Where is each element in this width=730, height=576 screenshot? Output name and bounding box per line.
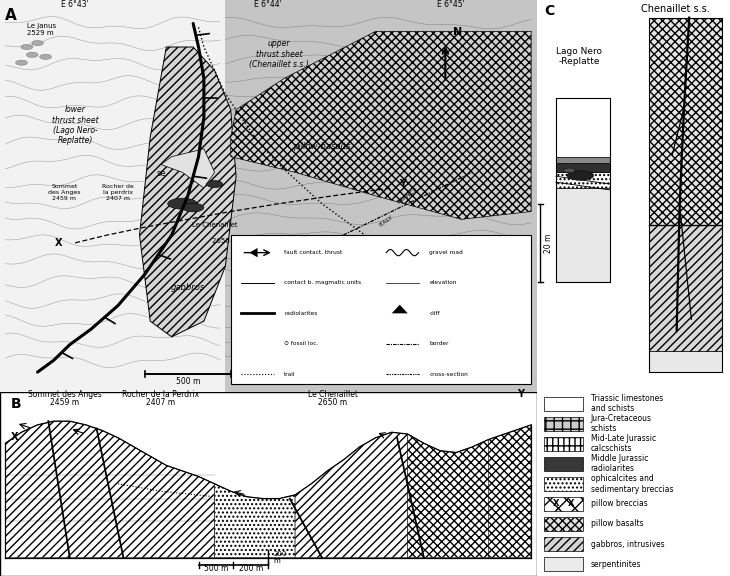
Text: 500 m: 500 m xyxy=(204,564,228,573)
Text: pillow-basalts: pillow-basalts xyxy=(293,142,350,151)
Text: X: X xyxy=(568,499,575,509)
Text: 2650 m: 2650 m xyxy=(318,397,347,407)
Polygon shape xyxy=(488,425,531,558)
Ellipse shape xyxy=(168,198,197,209)
Polygon shape xyxy=(392,305,408,313)
Text: E 6°45': E 6°45' xyxy=(437,0,464,9)
Text: 20 m: 20 m xyxy=(545,233,553,252)
Polygon shape xyxy=(5,421,215,558)
Polygon shape xyxy=(139,47,236,337)
Bar xyxy=(545,457,583,471)
Text: radiolarites: radiolarites xyxy=(285,311,318,316)
Text: Le Chenaillet: Le Chenaillet xyxy=(307,390,358,399)
Polygon shape xyxy=(231,31,531,219)
Text: gabbros: gabbros xyxy=(171,283,205,292)
Bar xyxy=(649,351,722,372)
Polygon shape xyxy=(161,149,215,188)
Text: N: N xyxy=(453,27,463,37)
Polygon shape xyxy=(215,484,295,558)
Polygon shape xyxy=(250,248,258,257)
Bar xyxy=(231,235,531,384)
Bar xyxy=(545,497,583,511)
Text: 2407 m: 2407 m xyxy=(147,397,175,407)
Polygon shape xyxy=(295,432,408,558)
Text: 2650 m: 2650 m xyxy=(212,238,239,244)
Text: FRANCE: FRANCE xyxy=(396,186,420,204)
Ellipse shape xyxy=(26,52,38,58)
Text: gravel road: gravel road xyxy=(429,250,463,255)
Text: gabbros, intrusives: gabbros, intrusives xyxy=(591,540,664,548)
Bar xyxy=(556,188,610,282)
Text: fault contact, thrust: fault contact, thrust xyxy=(285,250,342,255)
Text: 200 m: 200 m xyxy=(239,564,264,573)
Bar xyxy=(556,98,610,157)
Bar xyxy=(556,172,610,188)
Text: Triassic limestones
and schists: Triassic limestones and schists xyxy=(591,394,663,413)
Bar xyxy=(556,157,610,162)
Text: upper
thrust sheet
(Chenaillet s.s.): upper thrust sheet (Chenaillet s.s.) xyxy=(249,39,309,69)
Ellipse shape xyxy=(39,54,52,59)
Bar xyxy=(556,162,610,172)
Text: pillow breccias: pillow breccias xyxy=(591,499,648,509)
Text: X: X xyxy=(11,431,18,442)
Text: A: A xyxy=(5,8,17,23)
Text: Rocher de
la perdrix
2407 m: Rocher de la perdrix 2407 m xyxy=(102,184,134,201)
Text: Le Chenaillet: Le Chenaillet xyxy=(192,222,237,228)
Text: border: border xyxy=(429,341,449,346)
Text: Chenaillet s.s.: Chenaillet s.s. xyxy=(642,4,710,14)
Text: C: C xyxy=(545,4,555,18)
Text: ophicalcites and
sedimentary breccias: ophicalcites and sedimentary breccias xyxy=(591,474,673,494)
Text: Y: Y xyxy=(399,179,406,189)
Text: Le Janus
2529 m: Le Janus 2529 m xyxy=(27,23,56,36)
Ellipse shape xyxy=(207,180,223,188)
Bar xyxy=(649,225,722,351)
Text: cross-section: cross-section xyxy=(429,372,468,377)
Text: contact b. magmatic units: contact b. magmatic units xyxy=(285,281,361,286)
Bar xyxy=(649,18,722,372)
Bar xyxy=(545,537,583,551)
Bar xyxy=(0,0,226,392)
Bar xyxy=(545,416,583,431)
Text: lower
thrust sheet
(Lago Nero-
Replatte): lower thrust sheet (Lago Nero- Replatte) xyxy=(52,105,99,145)
Ellipse shape xyxy=(566,170,593,180)
Text: cliff: cliff xyxy=(429,311,440,316)
Bar xyxy=(649,18,722,225)
Text: X: X xyxy=(55,238,63,248)
Text: E 6°43': E 6°43' xyxy=(61,0,89,9)
Text: E 6°44': E 6°44' xyxy=(254,0,283,9)
Bar xyxy=(545,557,583,571)
Bar xyxy=(226,0,537,392)
Bar xyxy=(545,517,583,531)
Text: Rocher de la Perdrix: Rocher de la Perdrix xyxy=(123,390,199,399)
Text: 200
m: 200 m xyxy=(274,551,287,564)
Text: ⊙ fossil loc.: ⊙ fossil loc. xyxy=(285,341,318,346)
Text: Sommet des Anges: Sommet des Anges xyxy=(28,390,101,399)
Text: Sommet
des Anges
2459 m: Sommet des Anges 2459 m xyxy=(48,184,80,201)
Text: Y: Y xyxy=(517,389,524,399)
Bar xyxy=(545,477,583,491)
Text: se: se xyxy=(156,169,166,178)
Text: Jura-Cretaceous
schists: Jura-Cretaceous schists xyxy=(591,414,652,433)
Text: ITALY: ITALY xyxy=(378,215,394,228)
Ellipse shape xyxy=(564,168,575,173)
Ellipse shape xyxy=(182,203,204,212)
Text: elevation: elevation xyxy=(429,281,457,286)
Text: serpentinites: serpentinites xyxy=(591,560,641,569)
Text: 2459 m: 2459 m xyxy=(50,397,79,407)
Ellipse shape xyxy=(21,44,33,50)
Text: trail: trail xyxy=(285,372,296,377)
Ellipse shape xyxy=(31,40,44,46)
Text: 500 m: 500 m xyxy=(176,377,200,386)
Bar xyxy=(545,437,583,451)
Text: Middle Jurassic
radiolarites: Middle Jurassic radiolarites xyxy=(591,454,648,473)
Text: pillow basalts: pillow basalts xyxy=(591,520,643,529)
Bar xyxy=(545,396,583,411)
Polygon shape xyxy=(408,434,488,558)
Ellipse shape xyxy=(15,60,27,65)
Text: Lago Nero
-Replatte: Lago Nero -Replatte xyxy=(556,47,602,66)
Bar xyxy=(556,98,610,282)
Text: Mid-Late Jurassic
calcschists: Mid-Late Jurassic calcschists xyxy=(591,434,656,453)
Text: B: B xyxy=(11,397,21,411)
Text: X: X xyxy=(553,499,559,509)
